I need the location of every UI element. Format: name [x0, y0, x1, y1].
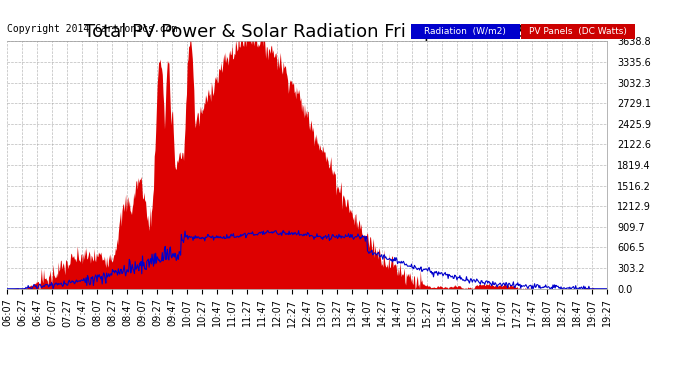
Title: Total PV Power & Solar Radiation Fri Apr 18 19:39: Total PV Power & Solar Radiation Fri Apr…: [84, 23, 530, 41]
Text: Copyright 2014 Cartronics.com: Copyright 2014 Cartronics.com: [7, 24, 177, 34]
Text: PV Panels  (DC Watts): PV Panels (DC Watts): [529, 27, 627, 36]
Text: Radiation  (W/m2): Radiation (W/m2): [424, 27, 506, 36]
